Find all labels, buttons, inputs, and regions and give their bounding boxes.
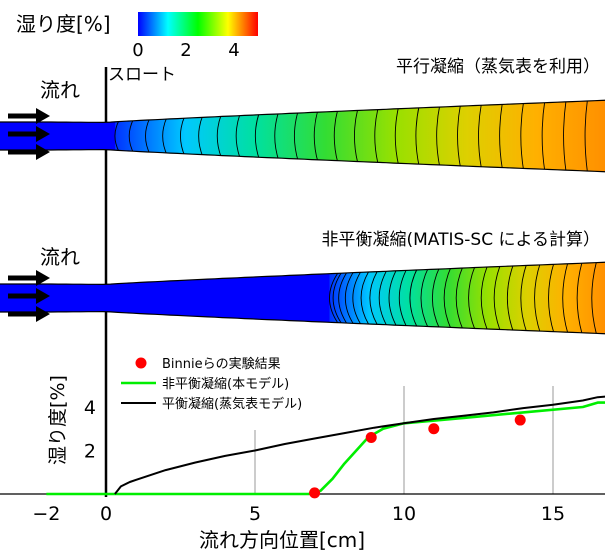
contour-line bbox=[394, 105, 400, 167]
contour-line bbox=[420, 266, 430, 330]
flow-arrow-icon bbox=[8, 144, 50, 160]
legend-label-1: 非平衡凝縮(本モデル) bbox=[162, 376, 289, 392]
nozzle-nonequilibrium: 非平衡凝縮(MATIS-SC による計算） 流れ bbox=[0, 230, 605, 335]
nozzle-nonequilibrium-field bbox=[0, 262, 605, 334]
contour-line bbox=[520, 262, 528, 334]
contour-line bbox=[254, 111, 260, 161]
contour-line bbox=[329, 270, 340, 326]
colorbar-tick-0: 0 bbox=[132, 40, 143, 61]
contour-line bbox=[388, 267, 398, 329]
plot-markers bbox=[309, 414, 526, 499]
contour-line bbox=[293, 110, 299, 162]
contour-line bbox=[493, 263, 502, 333]
data-point bbox=[309, 487, 321, 499]
y-tick-label-0: 2 bbox=[84, 441, 96, 463]
data-point bbox=[514, 414, 526, 426]
nozzle-nonequilibrium-flow-label: 流れ bbox=[40, 245, 80, 269]
contour-line bbox=[369, 268, 380, 328]
contour-line bbox=[274, 110, 280, 162]
flow-arrow-icon bbox=[8, 306, 50, 322]
nozzle-equilibrium-flow-label: 流れ bbox=[40, 78, 80, 102]
legend-marker-0 bbox=[135, 357, 147, 369]
contour-line bbox=[436, 104, 441, 168]
contour-line bbox=[198, 114, 204, 158]
contour-line bbox=[235, 112, 241, 160]
contour-line bbox=[478, 102, 483, 170]
flow-arrow-icon bbox=[8, 270, 50, 286]
contour-line bbox=[353, 107, 359, 165]
nozzle-nonequilibrium-contours bbox=[329, 262, 598, 334]
x-tick-label-1: 0 bbox=[100, 503, 112, 525]
contour-line bbox=[378, 268, 389, 328]
colorbar-label: 湿り度[%] bbox=[16, 12, 111, 36]
nozzle-equilibrium: 平行凝縮（蒸気表を利用） 流れ bbox=[0, 57, 605, 173]
x-tick-label-4: 15 bbox=[541, 503, 565, 525]
colorbar-tick-1: 2 bbox=[180, 40, 191, 61]
contour-line bbox=[374, 106, 379, 166]
colorbar-ticks: 0 2 4 bbox=[132, 40, 239, 61]
contour-line bbox=[520, 100, 525, 172]
contour-line bbox=[443, 265, 452, 331]
colorbar-tick-2: 4 bbox=[228, 40, 239, 61]
x-axis-label: 流れ方向位置[cm] bbox=[199, 528, 365, 552]
contour-line bbox=[576, 262, 583, 334]
contour-line bbox=[344, 269, 356, 327]
contour-line bbox=[563, 100, 567, 172]
contour-line bbox=[455, 265, 464, 331]
contour-line bbox=[338, 270, 349, 326]
contour-line bbox=[534, 262, 541, 334]
x-tick-label-3: 10 bbox=[392, 503, 416, 525]
contour-line bbox=[216, 113, 223, 159]
y-axis-label: 湿り度[%] bbox=[47, 375, 69, 465]
x-tick-labels: −2 0 5 10 15 bbox=[32, 503, 565, 525]
nozzle-nonequilibrium-title: 非平衡凝縮(MATIS-SC による計算） bbox=[322, 230, 601, 250]
plot-series bbox=[46, 395, 605, 496]
flow-arrow-icon bbox=[8, 126, 50, 142]
contour-line bbox=[457, 103, 462, 169]
nozzle-equilibrium-field bbox=[0, 100, 605, 172]
contour-line bbox=[332, 270, 344, 326]
nozzle-equilibrium-title: 平行凝縮（蒸気表を利用） bbox=[396, 57, 600, 77]
contour-line bbox=[506, 263, 515, 333]
contour-line bbox=[313, 109, 319, 163]
nozzle-equilibrium-outline bbox=[0, 99, 605, 173]
contour-line bbox=[499, 101, 504, 171]
nozzle-nonequilibrium-outline bbox=[0, 261, 605, 335]
contour-line bbox=[591, 262, 598, 334]
contour-line bbox=[360, 269, 371, 327]
contour-line bbox=[480, 264, 489, 332]
data-point bbox=[428, 423, 440, 435]
contour-line bbox=[409, 267, 419, 329]
series-line-2 bbox=[114, 395, 605, 495]
x-tick-label-0: −2 bbox=[32, 503, 60, 525]
legend-label-0: Binnieらの実験結果 bbox=[162, 356, 281, 372]
series-line-1 bbox=[46, 401, 605, 496]
legend-label-2: 平衡凝縮(蒸気表モデル) bbox=[162, 396, 302, 412]
contour-line bbox=[398, 267, 408, 329]
colorbar: 湿り度[%] 0 2 4 bbox=[16, 12, 258, 61]
contour-line bbox=[415, 104, 420, 168]
contour-line bbox=[541, 100, 546, 172]
flow-arrow-icon bbox=[8, 108, 50, 124]
contour-line bbox=[333, 108, 339, 164]
wetness-plot: −2 0 5 10 15 24 湿り度[%] 流れ方向位置[cm] Binnieらの実験… bbox=[0, 356, 605, 552]
x-tick-label-2: 5 bbox=[249, 503, 261, 525]
data-point bbox=[365, 431, 377, 443]
contour-line bbox=[432, 266, 441, 330]
flow-arrows-equilibrium bbox=[8, 108, 50, 160]
colorbar-gradient bbox=[138, 12, 258, 36]
flow-arrow-icon bbox=[8, 288, 50, 304]
contour-line bbox=[352, 269, 363, 327]
y-tick-label-1: 4 bbox=[84, 397, 96, 419]
flow-arrows-nonequilibrium bbox=[8, 270, 50, 322]
contour-line bbox=[562, 262, 569, 334]
contour-line bbox=[584, 100, 589, 172]
y-tick-labels: 24 bbox=[84, 397, 96, 463]
contour-line bbox=[468, 264, 476, 332]
contour-line bbox=[548, 262, 555, 334]
throat-label: スロート bbox=[108, 65, 176, 85]
